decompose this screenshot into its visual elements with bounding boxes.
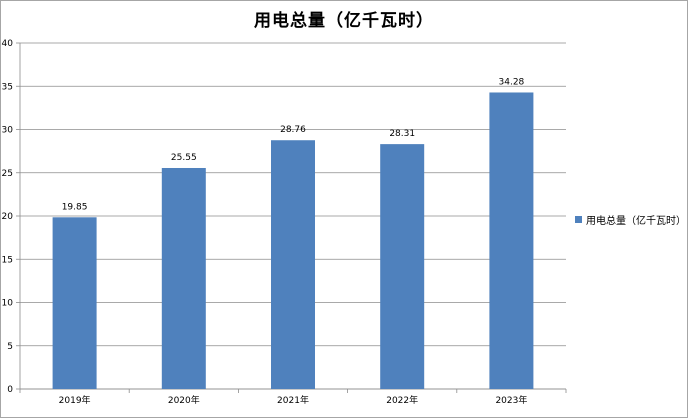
y-tick-label: 5: [7, 342, 13, 352]
legend-swatch: [575, 216, 582, 223]
x-tick-label: 2021年: [277, 394, 309, 406]
legend-label: 用电总量（亿千瓦时）: [586, 216, 686, 227]
bar: [380, 144, 425, 389]
labels: 0 5 10 15 20 25 30 35 40 19.85 2019年 25.55 2020年 28.7…: [2, 39, 528, 406]
y-tick-label: 20: [2, 212, 14, 222]
y-tick-label: 25: [2, 169, 13, 179]
legend: 用电总量（亿千瓦时）: [575, 212, 686, 227]
bar: [52, 217, 97, 389]
data-label: 28.31: [389, 129, 415, 139]
data-label: 25.55: [171, 153, 197, 163]
chart-title: 用电总量（亿千瓦时）: [254, 11, 434, 31]
y-tick-label: 35: [2, 82, 13, 92]
data-label: 28.76: [280, 125, 306, 135]
bar: [271, 140, 315, 389]
bars: [52, 92, 534, 389]
y-tick-label: 0: [7, 385, 13, 395]
bar: [489, 92, 534, 389]
y-tick-label: 30: [2, 126, 14, 136]
y-tick-label: 10: [2, 299, 14, 309]
x-tick-label: 2022年: [386, 394, 418, 406]
y-tick-label: 40: [2, 39, 14, 49]
x-tick-label: 2023年: [495, 394, 527, 406]
data-label: 34.28: [499, 77, 525, 87]
y-tick-label: 15: [2, 255, 13, 265]
x-tick-label: 2020年: [168, 394, 200, 406]
data-label: 19.85: [62, 202, 88, 212]
bar: [161, 167, 206, 389]
x-tick-label: 2019年: [59, 394, 91, 406]
